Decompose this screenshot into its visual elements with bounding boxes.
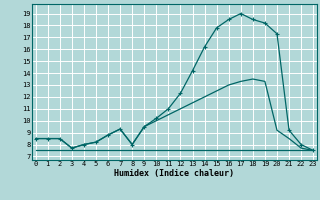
X-axis label: Humidex (Indice chaleur): Humidex (Indice chaleur) bbox=[115, 169, 234, 178]
